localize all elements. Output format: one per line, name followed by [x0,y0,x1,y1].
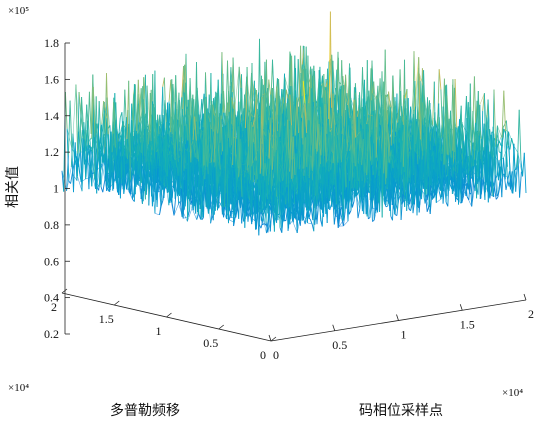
mesh-segment [68,101,70,156]
mesh-segment [103,182,105,192]
mesh-segment [73,134,75,165]
mesh-lines [62,12,526,236]
mesh-segment [269,80,271,95]
mesh-cross-link [155,213,160,214]
mesh-segment [71,174,73,184]
mesh-segment [65,92,67,129]
